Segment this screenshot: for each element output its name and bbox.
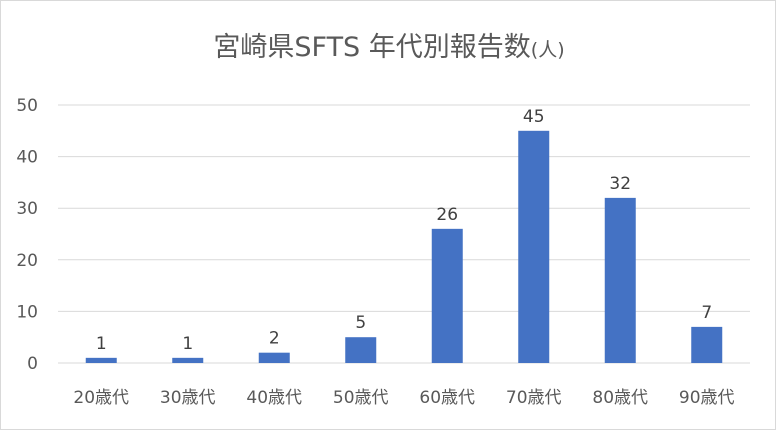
data-label: 26 [436,205,458,225]
x-tick-label: 80歳代 [592,388,648,408]
bar [518,130,550,363]
bar [431,228,463,363]
data-label: 32 [609,174,631,194]
chart-title: 宮崎県SFTS 年代別報告数(人) [1,25,776,64]
bar [691,326,723,363]
bar [258,352,290,363]
bar [172,357,204,363]
x-tick-label: 60歳代 [419,388,475,408]
data-label: 1 [182,334,193,354]
chart-title-text: 宮崎県SFTS 年代別報告数 [213,32,531,63]
data-label: 2 [269,329,280,349]
bar [345,337,377,363]
y-tick-label: 0 [27,354,38,374]
x-tick-label: 30歳代 [160,388,216,408]
y-tick-label: 30 [16,199,38,219]
x-tick-label: 40歳代 [246,388,302,408]
data-label: 1 [96,334,107,354]
x-tick-label: 20歳代 [73,388,129,408]
y-tick-label: 20 [16,251,38,271]
bar [85,357,117,363]
x-tick-label: 50歳代 [333,388,389,408]
x-tick-label: 70歳代 [506,388,562,408]
chart-title-unit: (人) [530,39,565,61]
y-tick-label: 40 [16,148,38,168]
data-label: 5 [355,313,366,333]
x-tick-label: 90歳代 [679,388,735,408]
bar [604,197,636,363]
data-label: 45 [523,107,545,127]
y-tick-label: 10 [16,302,38,322]
data-label: 7 [701,303,712,323]
y-tick-label: 50 [16,96,38,116]
